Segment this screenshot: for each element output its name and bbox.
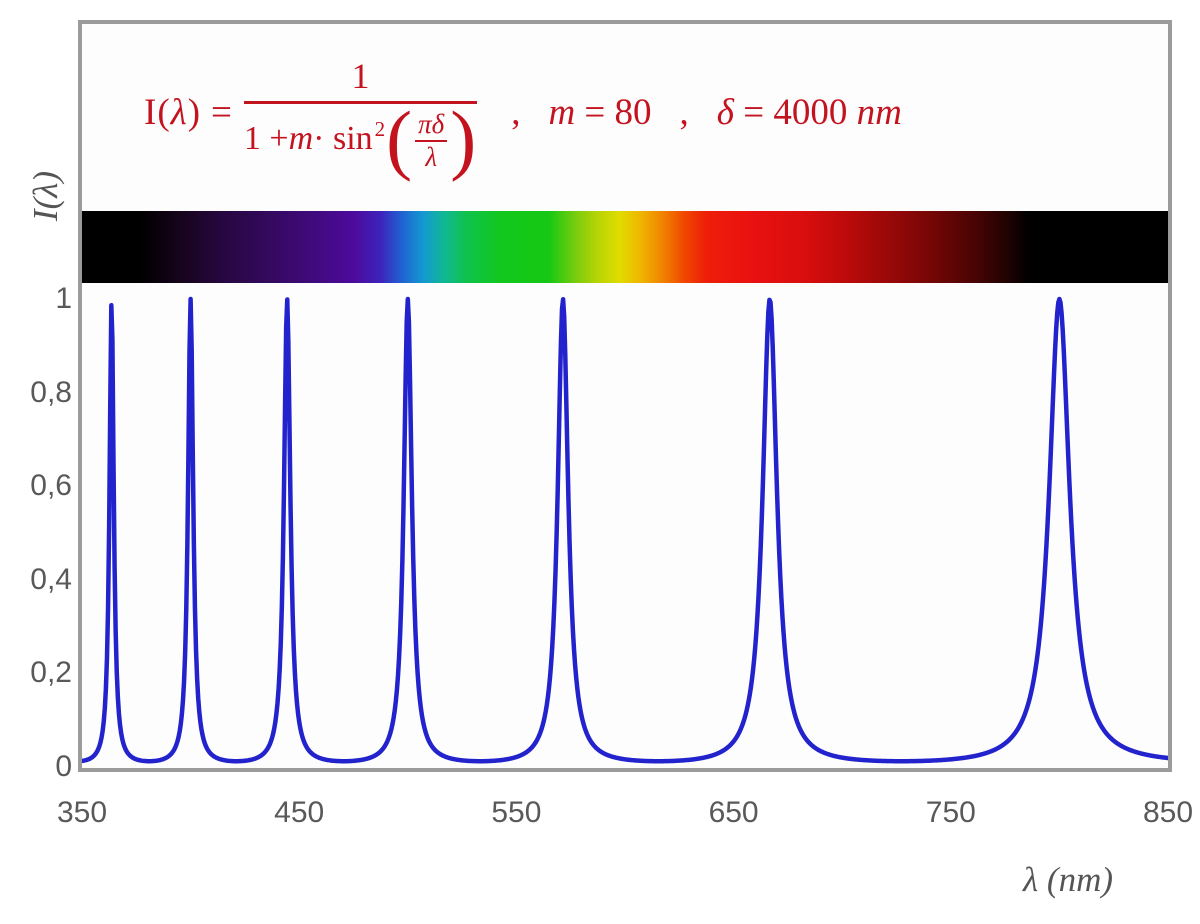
formula: I(λ) = 1 1 + m · sin 2 ( πδ λ ) , m = 80 … [144,36,1160,188]
spectrum-band [82,211,1168,283]
y-tick-label: 0 [55,750,72,783]
y-tick-label: 0,8 [30,375,72,409]
x-axis-title: λ (nm) [1023,860,1113,899]
curve-path [82,296,1168,764]
x-tick-label: 550 [491,796,542,829]
formula-equals: = [211,91,232,133]
fraction-bar [243,101,478,104]
x-tick-label: 750 [925,796,976,829]
y-tick-label: 0,2 [30,656,72,690]
inner-fraction: πδ λ [415,111,448,171]
y-tick-label: 0,6 [30,469,72,503]
formula-fraction: 1 1 + m · sin 2 ( πδ λ ) [243,55,478,182]
fraction-denominator: 1 + m · sin 2 ( πδ λ ) [243,95,477,182]
x-tick-label: 850 [1142,796,1194,829]
x-tick-label: 350 [56,796,108,829]
plot-frame: I(λ) = 1 1 + m · sin 2 ( πδ λ ) , m = 80 … [78,20,1172,772]
fraction-numerator: 1 [351,56,370,96]
param-m: m = 80 [548,91,652,133]
formula-separator: , [679,91,689,133]
x-tick-label: 450 [274,796,325,829]
y-axis-title: I(λ) [26,170,65,222]
formula-lhs: I(λ) [144,91,202,133]
x-tick-label: 650 [708,796,759,829]
intensity-curve [82,296,1168,764]
y-tick-label: 1 [55,282,72,315]
formula-separator: , [511,91,521,133]
param-delta: δ = 4000 nm [716,91,902,133]
y-tick-label: 0,4 [30,562,72,596]
inner-fraction-bar [415,140,448,142]
